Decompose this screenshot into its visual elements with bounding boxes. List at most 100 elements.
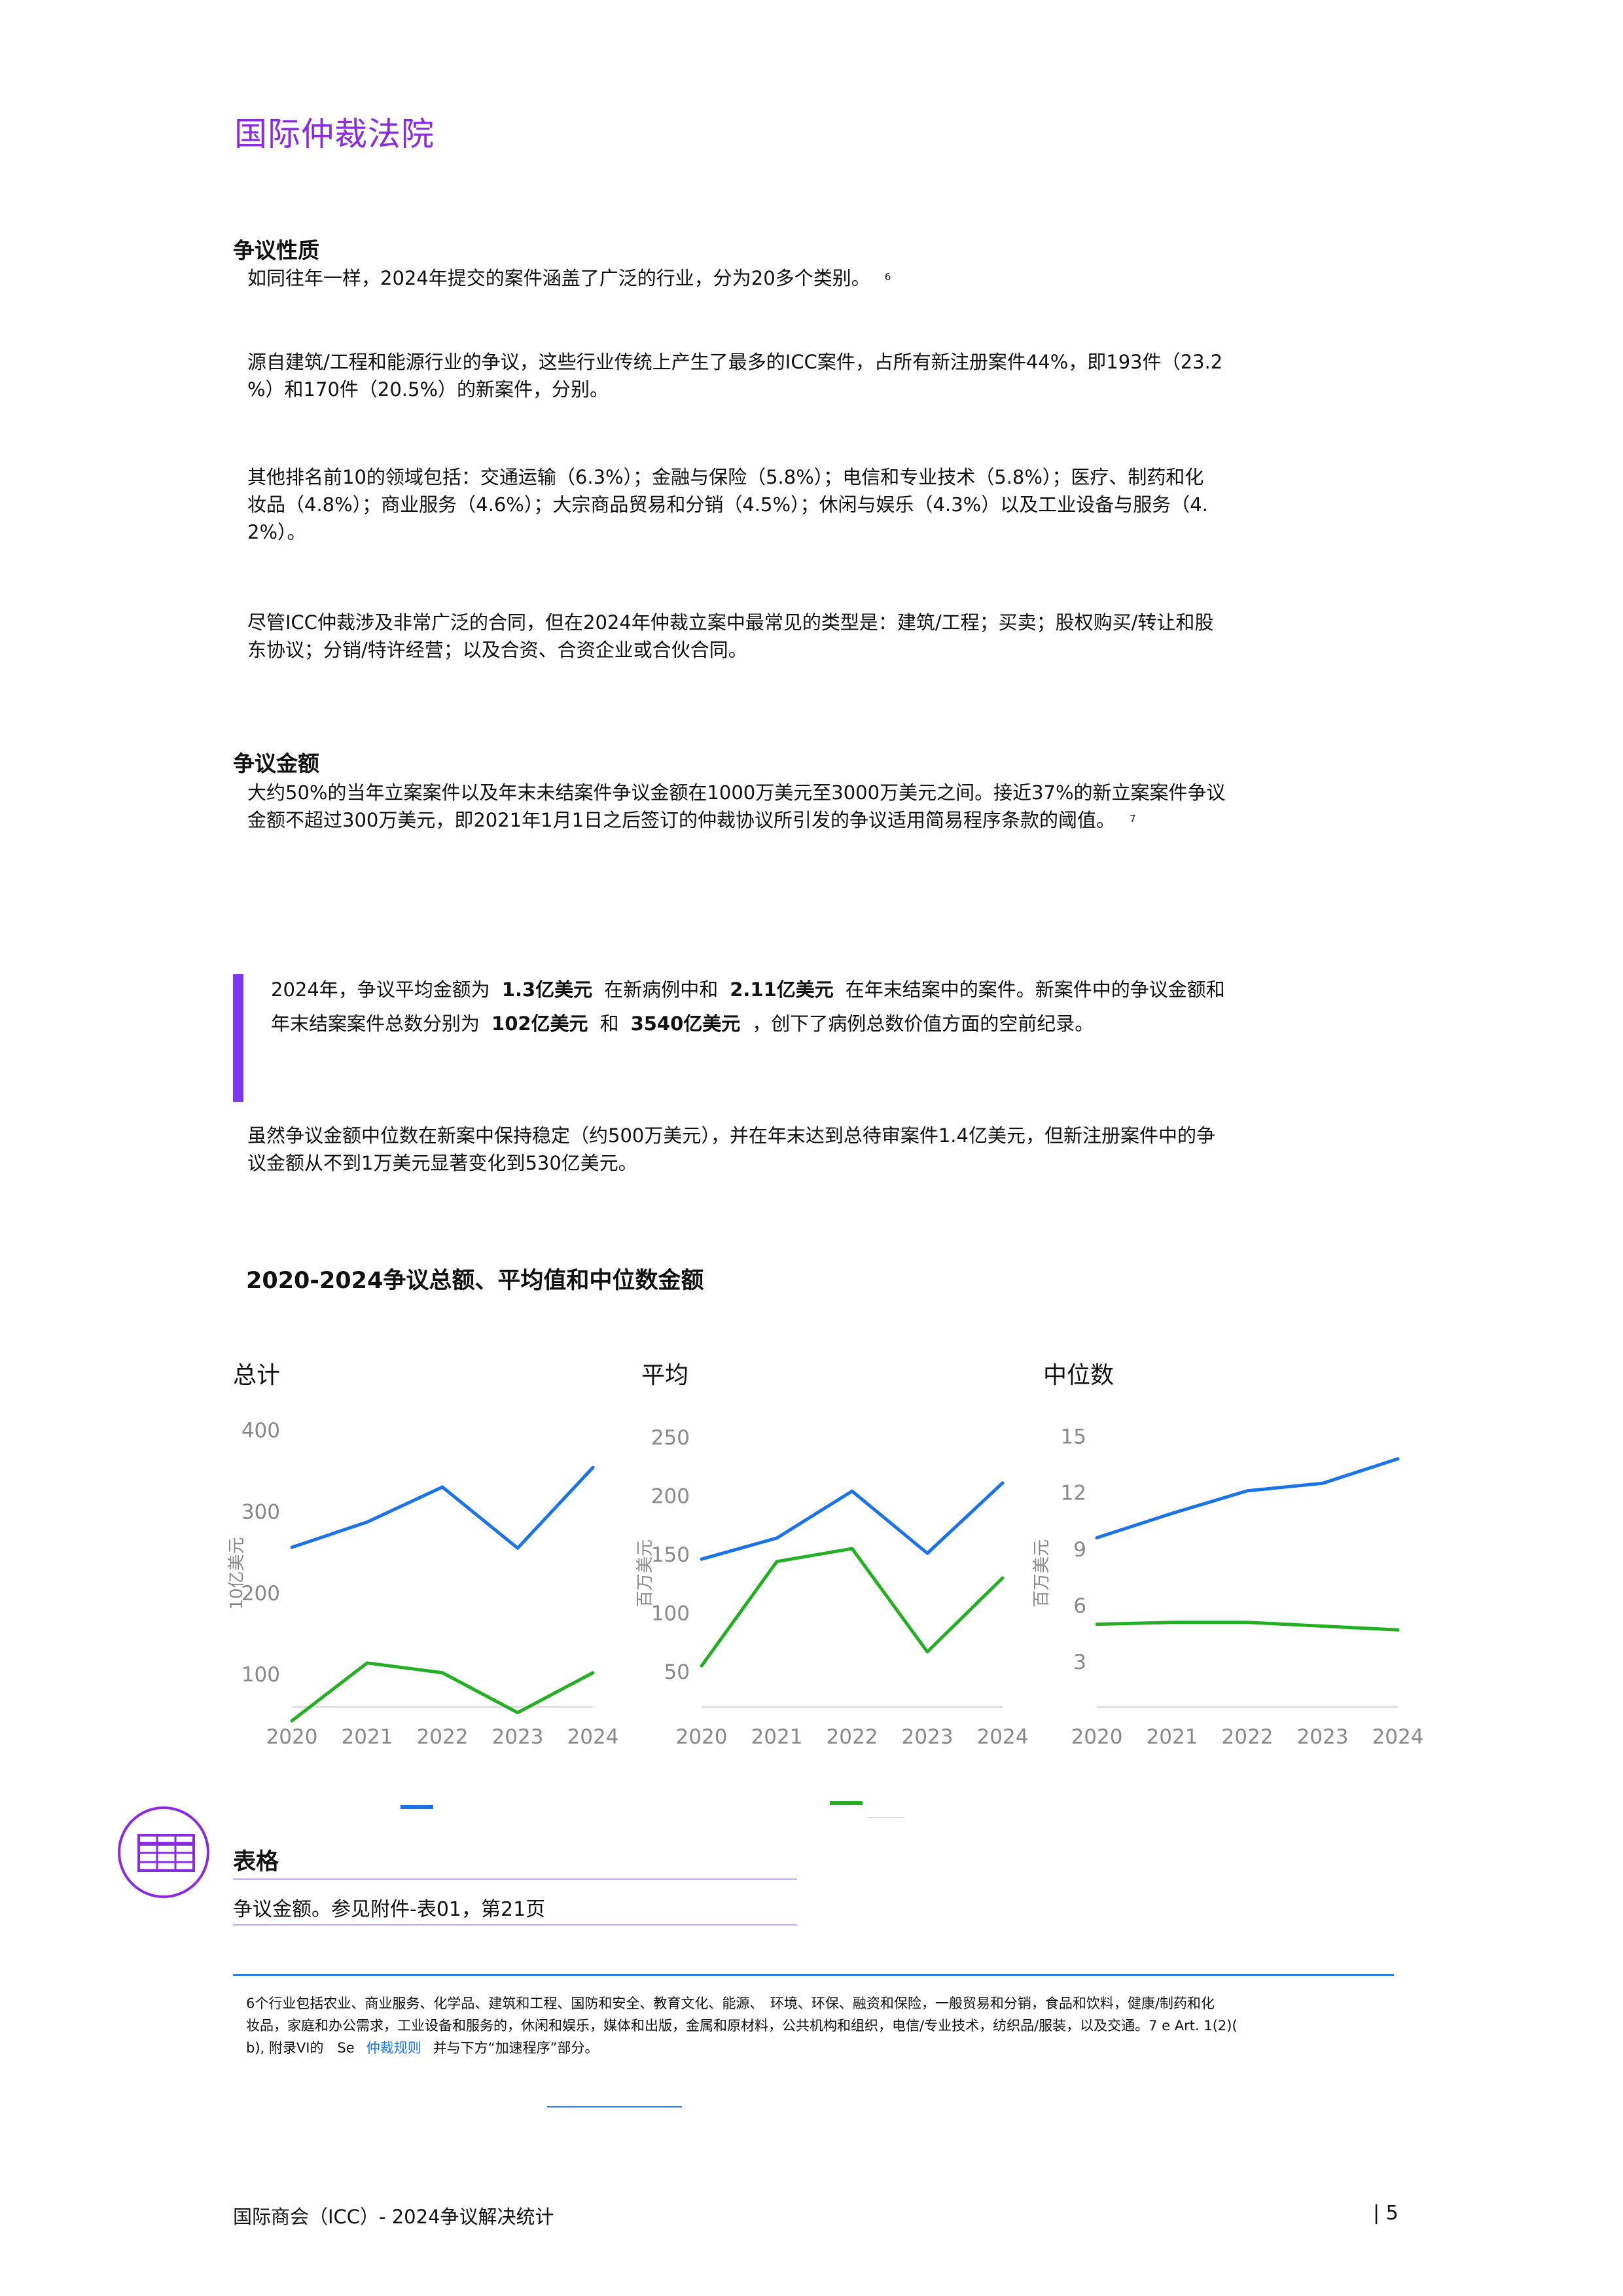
x-tick-label: 2020	[676, 1725, 728, 1749]
callout-highlight: 1.3亿美元	[501, 978, 593, 1001]
x-tick-label: 2023	[1297, 1725, 1349, 1749]
callout-text: 和	[599, 1013, 619, 1035]
y-tick-label: 9	[1073, 1538, 1086, 1562]
callout-text: 在新病例中和	[604, 978, 719, 1001]
callout-highlight: 2.11亿美元	[730, 978, 834, 1001]
paragraph-line: 虽然争议金额中位数在新案中保持稳定（约500万美元），并在年末达到总待审案件1.…	[247, 1124, 1215, 1147]
paragraph-line: 大约50%的当年立案案件以及年末未结案件争议金额在1000万美元至3000万美元…	[247, 781, 1226, 804]
callout-line: 2024年，争议平均金额为 1.3亿美元 在新病例中和 2.11亿美元 在年末结案中的案…	[271, 973, 1383, 1007]
x-tick-label: 2020	[266, 1725, 318, 1749]
series-line	[1095, 1457, 1400, 1540]
y-tick-label: 200	[241, 1582, 280, 1605]
table-ref-link[interactable]: 争议金额。参见附件-表01，第21页	[233, 1898, 546, 1921]
section-heading-nature: 争议性质	[233, 238, 319, 263]
footer-publication: 国际商会（ICC）- 2024争议解决统计	[233, 2206, 554, 2228]
paragraph-line: 其他排名前10的领域包括：交通运输（6.3%）；金融与保险（5.8%）；电信和专…	[247, 466, 1204, 488]
x-tick-label: 2023	[902, 1725, 954, 1749]
y-tick-label: 12	[1061, 1482, 1086, 1505]
table-icon[interactable]	[118, 1806, 209, 1898]
series-line	[700, 1547, 1005, 1668]
series-line	[1095, 1621, 1400, 1632]
callout-text: 在年末结案中的案件。新案件中的争议金额和	[845, 978, 1225, 1001]
paragraph-line: 金额不超过300万美元，即2021年1月1日之后签订的仲裁协议所引发的争议适用简…	[247, 806, 1406, 834]
paragraph-nature-4: 尽管ICC仲裁涉及非常广泛的合同，但在2024年仲裁立案中最常见的类型是：建筑/…	[247, 609, 1406, 664]
footnote-line: 妆品，家庭和办公需求，工业设备和服务的，休闲和娱乐，媒体和出版，金属和原材料，公…	[246, 2018, 1238, 2034]
y-axis-label: 百万美元	[635, 1539, 655, 1607]
paragraph-nature-3: 其他排名前10的领域包括：交通运输（6.3%）；金融与保险（5.8%）；电信和专…	[247, 463, 1406, 546]
y-tick-label: 50	[664, 1660, 690, 1684]
y-tick-label: 15	[1061, 1425, 1086, 1448]
page-number: | 5	[1373, 2202, 1399, 2225]
callout-highlight: 102亿美元	[491, 1013, 588, 1035]
callout-text: 2024年，争议平均金额为	[271, 978, 490, 1001]
paragraph-nature-2: 源自建筑/工程和能源行业的争议，这些行业传统上产生了最多的ICC案件，占所有新注…	[247, 348, 1406, 403]
footnote-text: b), 附录VI的 Se	[246, 2040, 355, 2056]
x-tick-label: 2023	[492, 1725, 544, 1749]
callout-text: 年末结案案件总数分别为	[271, 1013, 480, 1035]
paragraph-line: 源自建筑/工程和能源行业的争议，这些行业传统上产生了最多的ICC案件，占所有新注…	[247, 351, 1223, 373]
y-tick-label: 3	[1073, 1651, 1086, 1674]
paragraph-nature-1: 如同往年一样，2024年提交的案件涵盖了广泛的行业，分为20多个类别。 6	[247, 264, 1406, 292]
table-grid-icon	[137, 1834, 195, 1872]
callout-highlight: 3540亿美元	[630, 1013, 741, 1035]
divider	[233, 1878, 797, 1880]
y-tick-label: 6	[1073, 1594, 1086, 1618]
paragraph-line: 议金额从不到1万美元显著变化到530亿美元。	[247, 1152, 637, 1174]
callout-box: 2024年，争议平均金额为 1.3亿美元 在新病例中和 2.11亿美元 在年末结案中的案…	[271, 973, 1383, 1041]
footnote-line: b), 附录VI的 Se 仲裁规则 并与下方“加速程序”部分。	[246, 2037, 1385, 2059]
x-tick-label: 2022	[827, 1725, 878, 1749]
footnote-ref-7[interactable]: 7	[1130, 813, 1136, 825]
paragraph-line: 东协议；分销/特许经营；以及合资、合资企业或合伙合同。	[247, 639, 747, 661]
footnotes: 6个行业包括农业、商业服务、化学品、建筑和工程、国防和安全、教育文化、能源、 环…	[246, 1992, 1385, 2059]
paragraph-amount-2: 虽然争议金额中位数在新案中保持稳定（约500万美元），并在年末达到总待审案件1.…	[247, 1122, 1406, 1177]
paragraph-amount-1: 大约50%的当年立案案件以及年末未结案件争议金额在1000万美元至3000万美元…	[247, 779, 1406, 834]
legend-swatch-green	[830, 1801, 863, 1805]
series-line	[290, 1661, 595, 1723]
chart-title-mean: 平均	[641, 1362, 689, 1389]
series-line	[290, 1465, 595, 1550]
callout-accent-bar	[233, 974, 243, 1102]
x-tick-label: 2021	[1147, 1725, 1198, 1749]
x-tick-label: 2021	[751, 1725, 803, 1749]
x-tick-label: 2020	[1071, 1725, 1123, 1749]
chart-title-total: 总计	[233, 1362, 281, 1389]
footnote-short-rule	[547, 2106, 682, 2108]
paragraph-line: 尽管ICC仲裁涉及非常广泛的合同，但在2024年仲裁立案中最常见的类型是：建筑/…	[247, 611, 1214, 634]
legend-swatch-blue	[401, 1805, 433, 1809]
org-title: 国际仲裁法院	[234, 115, 435, 153]
footnote-divider	[233, 1974, 1394, 1976]
section-heading-amount: 争议金额	[233, 751, 319, 776]
series-line	[700, 1481, 1005, 1561]
footnote-ref-6[interactable]: 6	[884, 271, 891, 283]
y-tick-label: 100	[241, 1663, 280, 1687]
callout-text: ，创下了病例总数价值方面的空前纪录。	[752, 1013, 1094, 1035]
y-axis-label: 百万美元	[1032, 1539, 1052, 1607]
y-tick-label: 400	[241, 1419, 280, 1443]
y-tick-label: 300	[241, 1500, 280, 1524]
y-tick-label: 250	[651, 1426, 690, 1450]
paragraph-line: %）和170件（20.5%）的新案件，分别。	[247, 378, 609, 401]
legend-label-faint	[868, 1817, 904, 1818]
paragraph-line: 妆品（4.8%）；商业服务（4.6%）；大宗商品贸易和分销（4.5%）；休闲与娱…	[247, 493, 1208, 516]
y-tick-label: 150	[651, 1543, 690, 1567]
x-tick-label: 2024	[1372, 1725, 1424, 1749]
table-ref-heading: 表格	[233, 1849, 279, 1875]
footnote-text: 并与下方“加速程序”部分。	[433, 2040, 599, 2056]
paragraph-text: 如同往年一样，2024年提交的案件涵盖了广泛的行业，分为20多个类别。	[247, 267, 870, 289]
callout-line: 年末结案案件总数分别为 102亿美元和 3540亿美元 ，创下了病例总数价值方面的空前…	[271, 1007, 1383, 1041]
y-tick-label: 200	[651, 1484, 690, 1508]
chart-title-median: 中位数	[1043, 1362, 1115, 1389]
y-tick-label: 100	[651, 1602, 690, 1626]
paragraph-line: 2%）。	[247, 521, 306, 543]
x-tick-label: 2024	[977, 1725, 1029, 1749]
x-tick-label: 2022	[417, 1725, 469, 1749]
chart-section-title: 2020-2024争议总额、平均值和中位数金额	[246, 1268, 704, 1294]
x-tick-label: 2021	[342, 1725, 393, 1749]
x-tick-label: 2024	[567, 1725, 619, 1749]
rules-link[interactable]: 仲裁规则	[366, 2040, 421, 2056]
footnote-line: 6个行业包括农业、商业服务、化学品、建筑和工程、国防和安全、教育文化、能源、 环…	[246, 1996, 1215, 2011]
divider	[233, 1924, 797, 1926]
y-axis-label: 10亿美元	[227, 1537, 247, 1609]
x-tick-label: 2022	[1222, 1725, 1274, 1749]
